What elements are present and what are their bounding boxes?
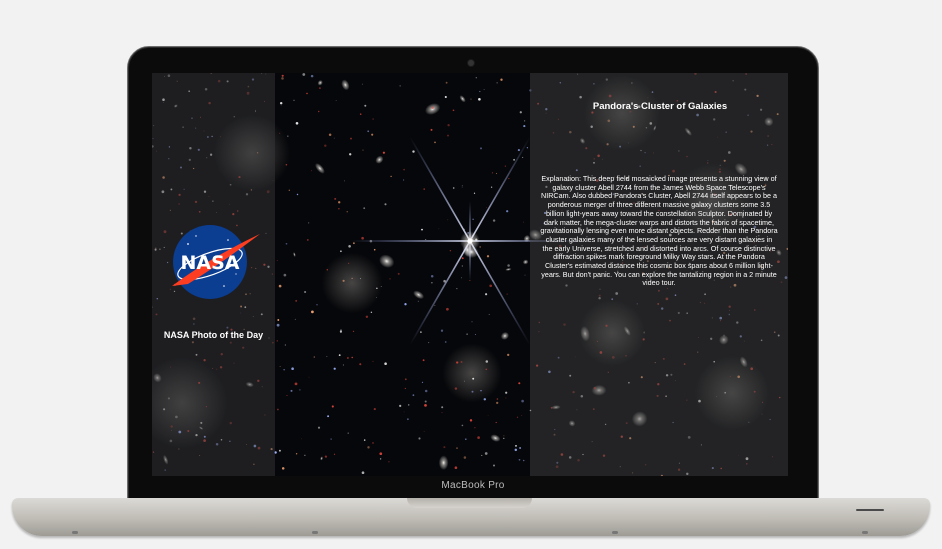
sleep-indicator-icon: [856, 509, 884, 511]
laptop-base: [12, 498, 930, 536]
deep-field-image: [152, 73, 788, 476]
lid-opening-notch: [407, 498, 532, 508]
nasa-logo-icon: NASA: [172, 225, 260, 299]
photo-title: Pandora's Cluster of Galaxies: [592, 101, 728, 112]
base-foot: [312, 531, 318, 534]
base-foot: [612, 531, 618, 534]
description-panel: Pandora's Cluster of Galaxies Explanatio…: [530, 73, 788, 476]
sidebar-panel: NASA NASA Photo of the Day: [152, 73, 275, 476]
nasa-logo-text: NASA: [181, 252, 240, 274]
laptop-screen: NASA NASA Photo of the Day Pandora's Clu…: [152, 73, 788, 476]
device-brand-label: MacBook Pro: [441, 480, 505, 491]
camera-icon: [468, 60, 474, 66]
base-foot: [862, 531, 868, 534]
sidebar-caption: NASA Photo of the Day: [163, 330, 264, 340]
foreground-star: [350, 136, 590, 346]
base-foot: [72, 531, 78, 534]
photo-explanation: Explanation: This deep field mosaicked i…: [540, 174, 778, 288]
